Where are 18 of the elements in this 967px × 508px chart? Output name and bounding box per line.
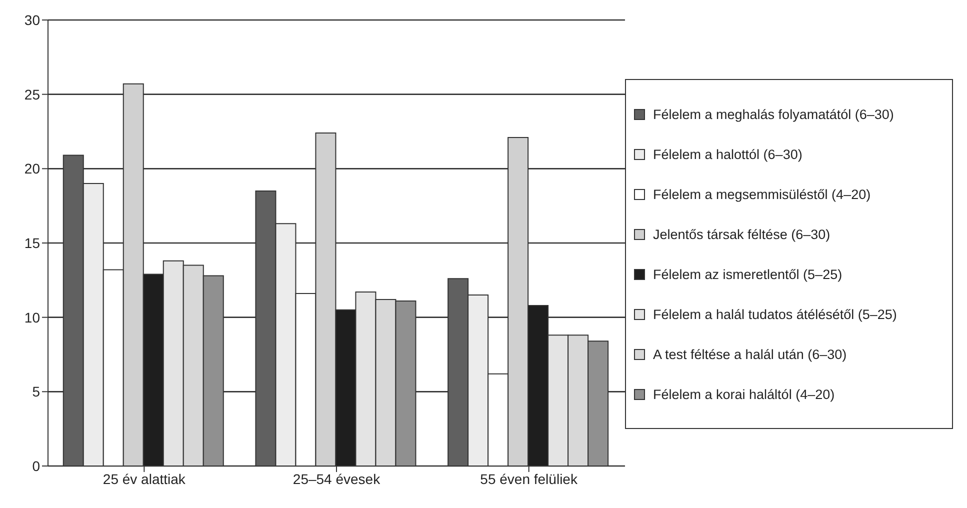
y-tick-label: 5 xyxy=(32,384,40,400)
y-tick-label: 30 xyxy=(24,12,40,28)
y-tick-label: 0 xyxy=(32,458,40,474)
x-tick-label: 25 év alattiak xyxy=(102,470,186,487)
y-tick-label: 10 xyxy=(24,309,40,326)
legend-label: Félelem a meghalás folyamatától (6–30) xyxy=(653,106,894,122)
legend-label: A test féltése a halál után (6–30) xyxy=(653,346,847,362)
legend-label: Jelentős társak féltése (6–30) xyxy=(653,226,830,242)
y-tick-label: 15 xyxy=(24,234,40,251)
legend-label: Félelem a korai haláltól (4–20) xyxy=(653,386,835,402)
legend-label: Félelem a megsemmisüléstől (4–20) xyxy=(653,186,871,202)
x-tick-label: 25–54 évesek xyxy=(292,470,382,487)
legend-label: Félelem a halál tudatos átélésétől (5–25) xyxy=(653,306,897,322)
legend-label: Félelem a halottól (6–30) xyxy=(653,146,802,162)
legend-label: Félelem az ismeretlentől (5–25) xyxy=(653,266,842,282)
y-tick-label: 20 xyxy=(24,160,40,177)
y-tick-label: 25 xyxy=(24,86,40,102)
x-tick-label: 55 éven felüliek xyxy=(480,470,578,487)
